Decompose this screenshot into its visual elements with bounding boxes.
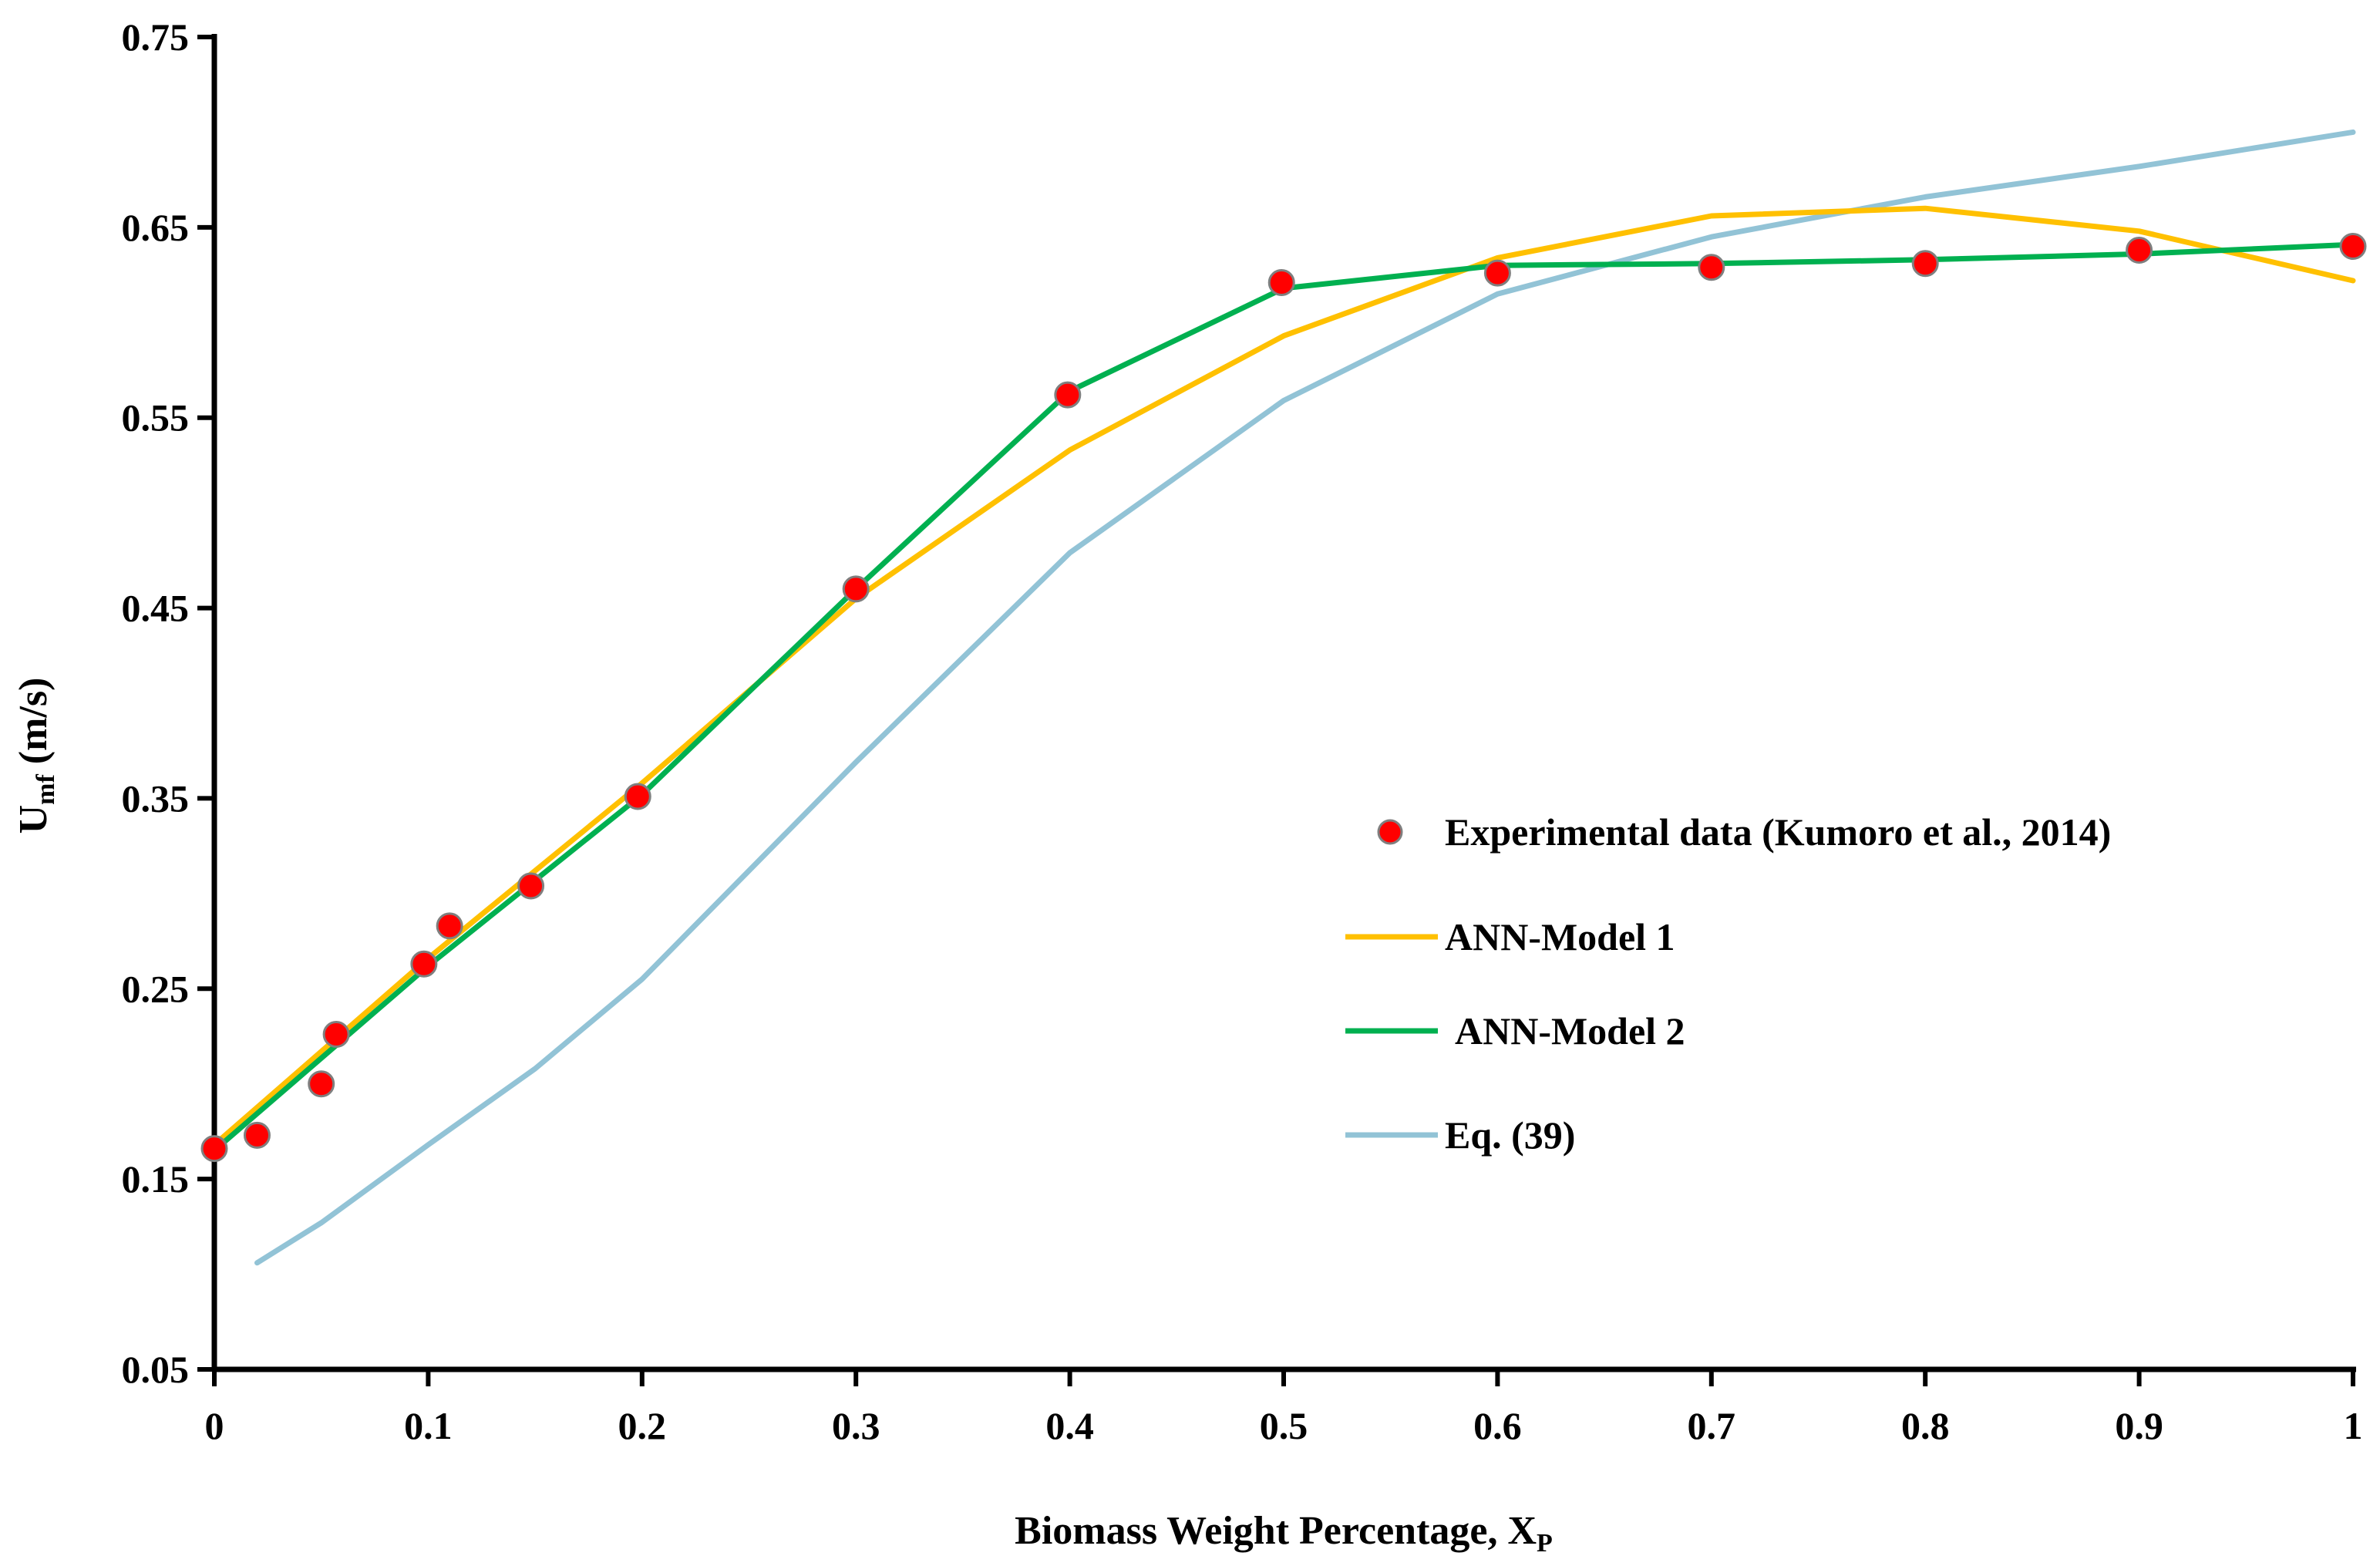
y-tick-label: 0.15 [122, 1157, 190, 1201]
points-layer [200, 233, 2367, 1163]
y-axis-title-sub: mf [32, 774, 60, 805]
y-axis-title-unit: (m/s) [12, 678, 56, 775]
x-axis-title-sub: P [1537, 1529, 1553, 1558]
series-layer [211, 129, 2356, 1266]
data-point [1911, 250, 1939, 278]
x-tick-label: 0.6 [1473, 1404, 1522, 1447]
axes-layer: 0.05 0.15 0.25 0.35 0.45 0.55 0.65 0.75 0 0.1 0.2… [122, 15, 2363, 1447]
x-tick-label: 1 [2344, 1404, 2363, 1447]
data-point [842, 575, 870, 603]
y-axis-title: Umf (m/s) [12, 678, 60, 834]
x-tick-label: 0.3 [832, 1404, 880, 1447]
x-tick-label: 0.5 [1260, 1404, 1308, 1447]
x-tick-label: 0.4 [1045, 1404, 1094, 1447]
x-tick-label: 0.2 [618, 1404, 667, 1447]
series-line-ann-model-1 [211, 205, 2356, 1148]
legend-marker-experimental [1377, 819, 1403, 845]
legend-label-eq-39: Eq. (39) [1445, 1113, 1575, 1157]
legend-label-experimental: Experimental data (Kumoro et al., 2014) [1445, 810, 2111, 854]
series-line-ann-model-2 [211, 241, 2356, 1153]
legend: Experimental data (Kumoro et al., 2014) … [1345, 810, 2111, 1157]
x-axis-title: Biomass Weight Percentage, XP [1015, 1509, 1553, 1558]
data-point [517, 872, 545, 900]
y-tick-label: 0.25 [122, 967, 190, 1010]
x-tick-label: 0.8 [1901, 1404, 1950, 1447]
data-point [322, 1021, 350, 1049]
x-tick-label: 0 [205, 1404, 224, 1447]
x-tick-label: 0.1 [404, 1404, 453, 1447]
x-tick-label: 0.9 [2115, 1404, 2163, 1447]
data-point [436, 912, 463, 940]
data-point [243, 1121, 271, 1149]
data-point [410, 950, 438, 978]
data-point [200, 1135, 228, 1163]
data-point [2126, 236, 2153, 264]
data-point [1698, 254, 1725, 281]
data-point [1267, 268, 1295, 296]
y-tick-label: 0.65 [122, 206, 190, 249]
data-point [624, 783, 651, 810]
x-axis-title-main: Biomass Weight Percentage, X [1015, 1509, 1537, 1553]
x-ticks: 0 0.1 0.2 0.3 0.4 0.5 0.6 0.7 0.8 0.9 1 [205, 1369, 2363, 1447]
y-tick-label: 0.55 [122, 396, 190, 439]
data-point [308, 1070, 335, 1098]
y-tick-label: 0.35 [122, 776, 190, 820]
legend-label-ann-model-1: ANN-Model 1 [1445, 915, 1675, 958]
y-tick-label: 0.45 [122, 587, 190, 630]
x-tick-label: 0.7 [1688, 1404, 1736, 1447]
y-tick-label: 0.05 [122, 1348, 190, 1391]
y-axis-title-main: U [12, 805, 56, 834]
data-point [1483, 259, 1511, 287]
y-ticks: 0.05 0.15 0.25 0.35 0.45 0.55 0.65 0.75 [122, 15, 214, 1391]
y-tick-label: 0.75 [122, 15, 190, 59]
data-point [2339, 233, 2367, 261]
series-line-eq-39 [254, 129, 2356, 1266]
legend-label-ann-model-2: ANN-Model 2 [1455, 1009, 1685, 1052]
data-point [1054, 381, 1082, 409]
